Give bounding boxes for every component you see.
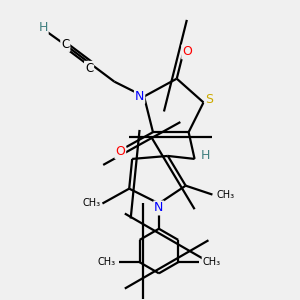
Text: N: N xyxy=(154,202,164,214)
Text: CH₃: CH₃ xyxy=(83,199,101,208)
Text: O: O xyxy=(182,45,192,58)
Text: CH₃: CH₃ xyxy=(202,257,220,267)
Text: N: N xyxy=(135,90,144,103)
Text: H: H xyxy=(38,21,48,34)
Text: S: S xyxy=(206,93,213,106)
Text: C: C xyxy=(61,38,69,51)
Text: O: O xyxy=(115,145,125,158)
Text: CH₃: CH₃ xyxy=(97,257,116,267)
Text: H: H xyxy=(200,149,210,162)
Text: CH₃: CH₃ xyxy=(217,190,235,200)
Text: C: C xyxy=(85,62,93,75)
